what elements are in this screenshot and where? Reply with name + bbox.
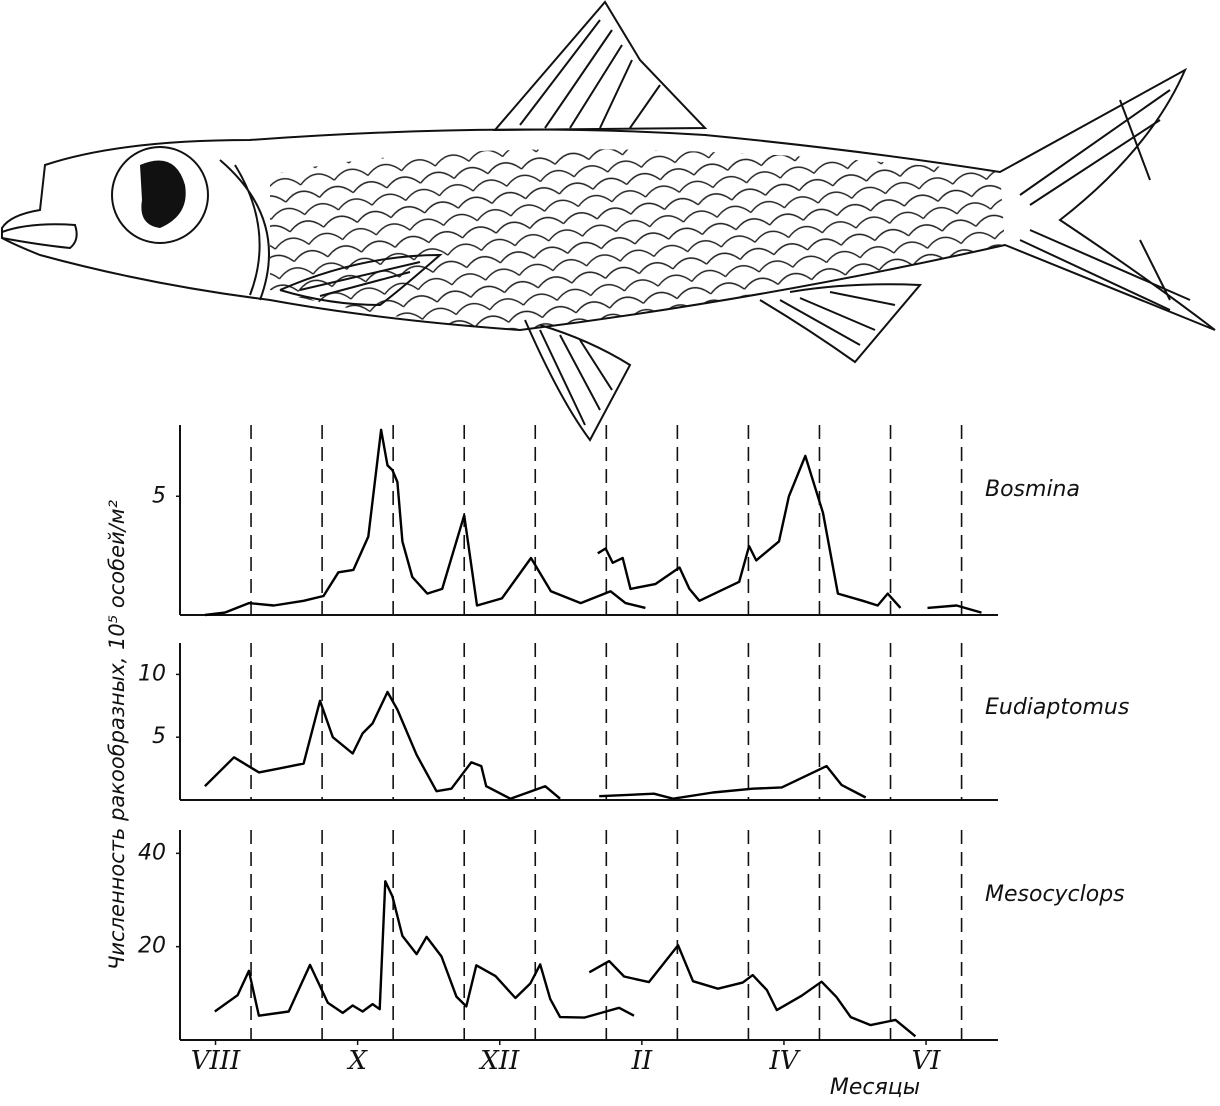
x-tick-label: X <box>346 1046 368 1076</box>
fish-drawing <box>1 0 1216 442</box>
x-axis-label: Месяцы <box>830 1075 920 1100</box>
y-tick-label: 5 <box>152 724 166 749</box>
tail-rays <box>1019 89 1191 311</box>
x-tick-label: VIII <box>191 1046 241 1076</box>
eye <box>111 146 209 244</box>
y-tick-label: 40 <box>138 840 166 865</box>
series-label: Bosmina <box>985 477 1080 502</box>
pupil <box>140 160 186 228</box>
x-tick-label: XII <box>478 1046 520 1076</box>
series-line <box>214 880 917 1038</box>
y-tick-label: 5 <box>152 483 166 508</box>
anal-fin <box>759 283 923 364</box>
series-line <box>204 690 867 800</box>
series-label: Mesocyclops <box>985 882 1125 907</box>
gill-cover <box>219 159 270 301</box>
pectoral-fin <box>279 253 443 307</box>
scales <box>270 149 1005 330</box>
y-tick-label: 20 <box>138 934 166 959</box>
x-tick-label: IV <box>768 1046 800 1076</box>
x-tick-label: II <box>631 1046 653 1076</box>
dorsal-fin <box>492 0 708 132</box>
pelvic-fin <box>524 319 632 442</box>
x-tick-label: VI <box>912 1046 942 1076</box>
fish-body <box>1 67 1216 332</box>
mouth <box>1 223 78 250</box>
series-label: Eudiaptomus <box>985 695 1129 720</box>
series-line <box>204 428 982 617</box>
y-axis-label: Численность ракообразных, 10⁵ особей/м² <box>105 499 129 970</box>
y-tick-label: 10 <box>138 661 166 686</box>
